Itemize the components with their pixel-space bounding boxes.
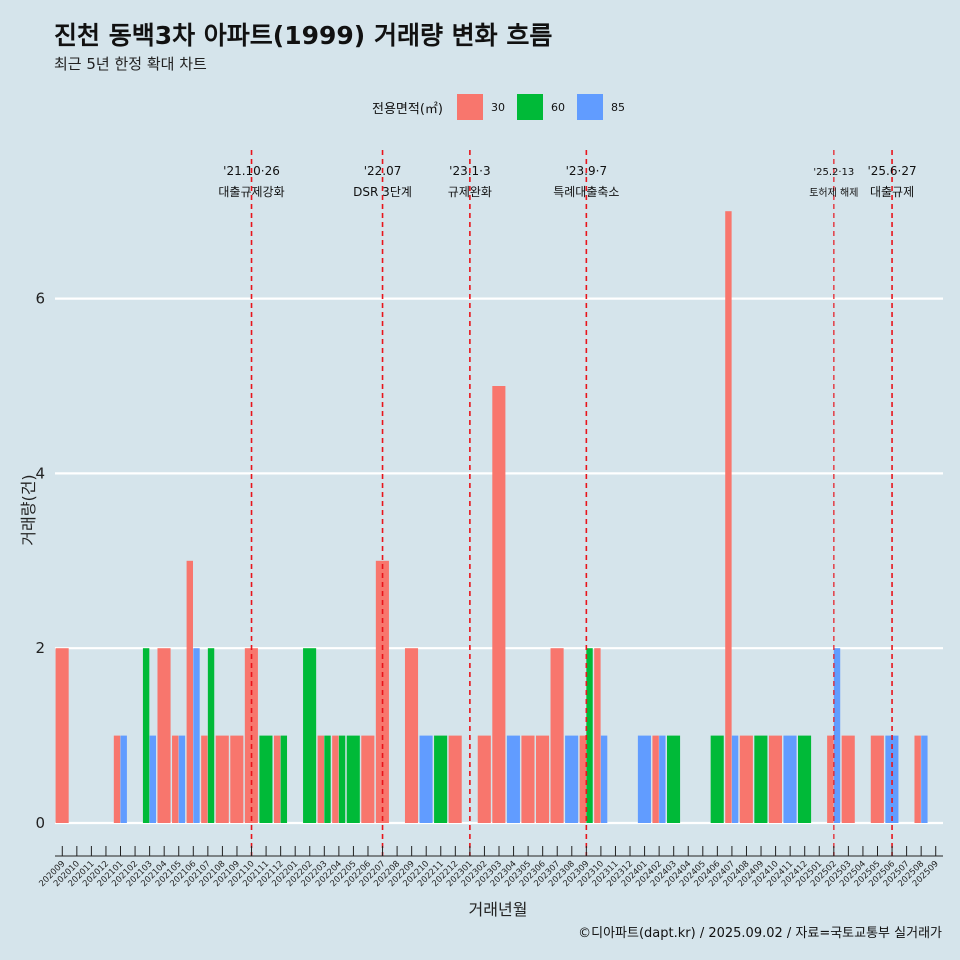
event-label-202301: 규제완화 (448, 185, 492, 199)
bar-202112-30 (273, 735, 281, 823)
event-label-202309: 특례대출축소 (553, 185, 619, 199)
event-label-202502: 토허제 해제 (809, 186, 858, 199)
y-axis-title: 거래량(건) (19, 474, 38, 545)
legend-label-30: 30 (490, 100, 505, 114)
legend-swatch-85 (576, 94, 603, 120)
bar-202212-30 (448, 735, 462, 823)
bar-202304-85 (506, 735, 520, 823)
bar-202305-30 (521, 735, 535, 823)
chart-title: 진천 동백3차 아파트(1999) 거래량 변화 흐름 (54, 21, 553, 50)
bar-202403-60 (666, 735, 681, 823)
bar-202105-30 (172, 735, 179, 823)
legend-swatch-60 (516, 94, 543, 120)
bar-202204-30 (332, 735, 339, 823)
bar-202411-85 (783, 735, 797, 823)
event-label-202506: 대출규제 (870, 185, 914, 199)
bar-202203-60 (324, 735, 331, 823)
bar-202203-30 (317, 735, 325, 823)
event-label-202110: 대출규제강화 (218, 185, 284, 199)
bar-202210-85 (419, 735, 433, 823)
y-tick-label-2: 2 (35, 639, 45, 657)
event-date-202110: '21.10·26 (223, 164, 280, 178)
event-date-202506: '25.6·27 (867, 164, 916, 178)
bar-202204-60 (338, 735, 346, 823)
bar-202508-30 (914, 735, 921, 823)
x-axis-title: 거래년월 (469, 900, 528, 919)
bar-202503-30 (841, 735, 855, 823)
legend: 전용면적(㎡) 30 60 85 (372, 94, 637, 120)
legend-item-60: 60 (516, 94, 565, 120)
bar-202502-85 (833, 648, 841, 823)
bar-202410-30 (768, 735, 782, 823)
bar-202402-85 (659, 735, 666, 823)
source-caption: ©디아파트(dapt.kr) / 2025.09.02 / 자료=국토교통부 실… (578, 926, 942, 941)
bar-202112-60 (280, 735, 288, 823)
bar-202106-85 (193, 648, 200, 823)
bar-202209-30 (404, 648, 419, 823)
bar-202412-60 (798, 735, 812, 823)
bar-202502-30 (827, 735, 834, 823)
event-label-202207: DSR 3단계 (353, 185, 412, 199)
bar-202107-60 (207, 648, 215, 823)
bar-202108-30 (215, 735, 229, 823)
event-date-202301: '23.1·3 (449, 164, 490, 178)
bar-202303-30 (492, 386, 506, 823)
y-tick-label-4: 4 (35, 464, 45, 482)
bar-202310-85 (600, 735, 608, 823)
event-date-202207: '22.07 (364, 164, 402, 178)
bar-202105-85 (178, 735, 186, 823)
bar-202407-85 (731, 735, 739, 823)
bar-202109-30 (230, 735, 244, 823)
bar-202206-30 (361, 735, 375, 823)
bar-202406-60 (710, 735, 724, 823)
bar-202104-30 (157, 648, 171, 823)
bar-202308-85 (565, 735, 579, 823)
legend-label-85: 85 (610, 100, 625, 114)
bar-202309-60 (586, 648, 593, 823)
bar-202309-30 (579, 735, 587, 823)
event-annotations: '21.10·26 대출규제강화 '22.07 DSR 3단계 '23.1·3 규제완화 '… (218, 150, 917, 856)
bar-202408-30 (739, 735, 753, 823)
legend-item-85: 85 (576, 94, 625, 120)
bars (55, 211, 928, 823)
event-date-202309: '23.9·7 (566, 164, 607, 178)
bar-202506-85 (885, 735, 899, 823)
bar-202009-30 (55, 648, 69, 823)
legend-swatch-30 (456, 94, 483, 120)
legend-item-30: 30 (456, 94, 505, 120)
y-tick-label-6: 6 (35, 290, 45, 308)
bar-202111-60 (259, 735, 273, 823)
event-date-202502: '25.2·13 (813, 167, 854, 178)
bar-202103-60 (142, 648, 150, 823)
bar-202401-85 (637, 735, 651, 823)
bar-202205-60 (346, 735, 360, 823)
bar-202505-30 (870, 735, 884, 823)
bar-202409-60 (754, 735, 768, 823)
y-tick-label-0: 0 (35, 814, 45, 832)
bar-202107-30 (201, 735, 208, 823)
bar-202202-60 (303, 648, 317, 823)
bar-202307-30 (550, 648, 564, 823)
bar-202101-30 (113, 735, 121, 823)
bar-202508-85 (921, 735, 928, 823)
bar-202407-30 (725, 211, 732, 823)
bar-202306-30 (535, 735, 550, 823)
bar-202101-85 (120, 735, 127, 823)
bar-202103-85 (149, 735, 157, 823)
bar-202402-30 (652, 735, 659, 823)
bar-202106-30 (186, 560, 193, 823)
legend-title: 전용면적(㎡) (372, 101, 443, 117)
bar-202302-30 (477, 735, 491, 823)
legend-label-60: 60 (550, 100, 565, 114)
chart-subtitle: 최근 5년 한정 확대 차트 (54, 55, 207, 73)
bar-202310-30 (594, 648, 601, 823)
bar-202211-60 (434, 735, 448, 823)
